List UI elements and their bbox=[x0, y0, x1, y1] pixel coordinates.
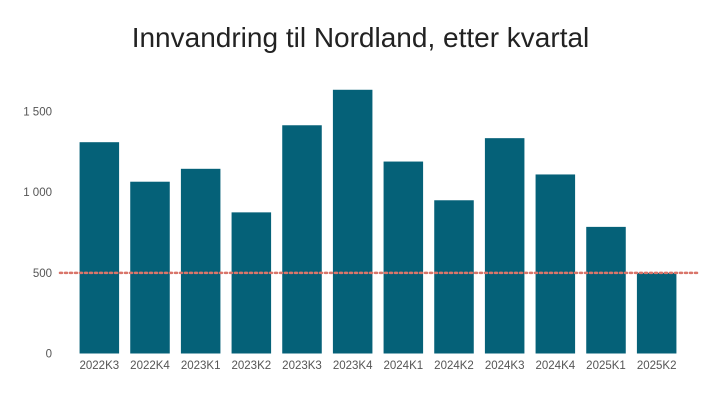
bar bbox=[130, 181, 170, 354]
x-tick-label: 2024K2 bbox=[434, 360, 474, 372]
bar bbox=[231, 212, 272, 354]
x-tick-label: 2023K1 bbox=[181, 360, 221, 372]
bar bbox=[332, 89, 373, 354]
bar bbox=[484, 138, 525, 354]
bar bbox=[586, 226, 626, 354]
bar bbox=[535, 174, 576, 354]
y-tick-label: 500 bbox=[33, 268, 52, 280]
x-tick-label: 2022K4 bbox=[130, 360, 170, 372]
bars bbox=[79, 89, 677, 354]
x-tick-label: 2024K1 bbox=[384, 360, 424, 372]
x-tick-label: 2023K4 bbox=[333, 360, 373, 372]
y-tick-label: 1 500 bbox=[23, 107, 52, 119]
bar bbox=[636, 272, 677, 354]
bar bbox=[282, 125, 322, 354]
x-axis: 2022K3 2022K4 2023K1 2023K2 2023K3 2023K4 2024… bbox=[80, 360, 677, 372]
x-tick-label: 2023K2 bbox=[232, 360, 272, 372]
x-tick-label: 2024K4 bbox=[536, 360, 576, 372]
x-tick-label: 2023K3 bbox=[282, 360, 322, 372]
x-tick-label: 2024K3 bbox=[485, 360, 525, 372]
y-tick-label: 1 000 bbox=[23, 187, 52, 199]
x-tick-label: 2025K1 bbox=[586, 360, 626, 372]
bar bbox=[434, 200, 474, 354]
y-axis: 0 500 1 000 1 500 bbox=[23, 107, 52, 361]
bar bbox=[79, 142, 120, 354]
x-tick-label: 2022K3 bbox=[80, 360, 120, 372]
bar bbox=[383, 161, 424, 354]
chart-title: Innvandring til Nordland, etter kvartal bbox=[131, 22, 590, 53]
y-tick-label: 0 bbox=[46, 349, 52, 361]
bar bbox=[180, 168, 221, 354]
x-tick-label: 2025K2 bbox=[637, 360, 677, 372]
